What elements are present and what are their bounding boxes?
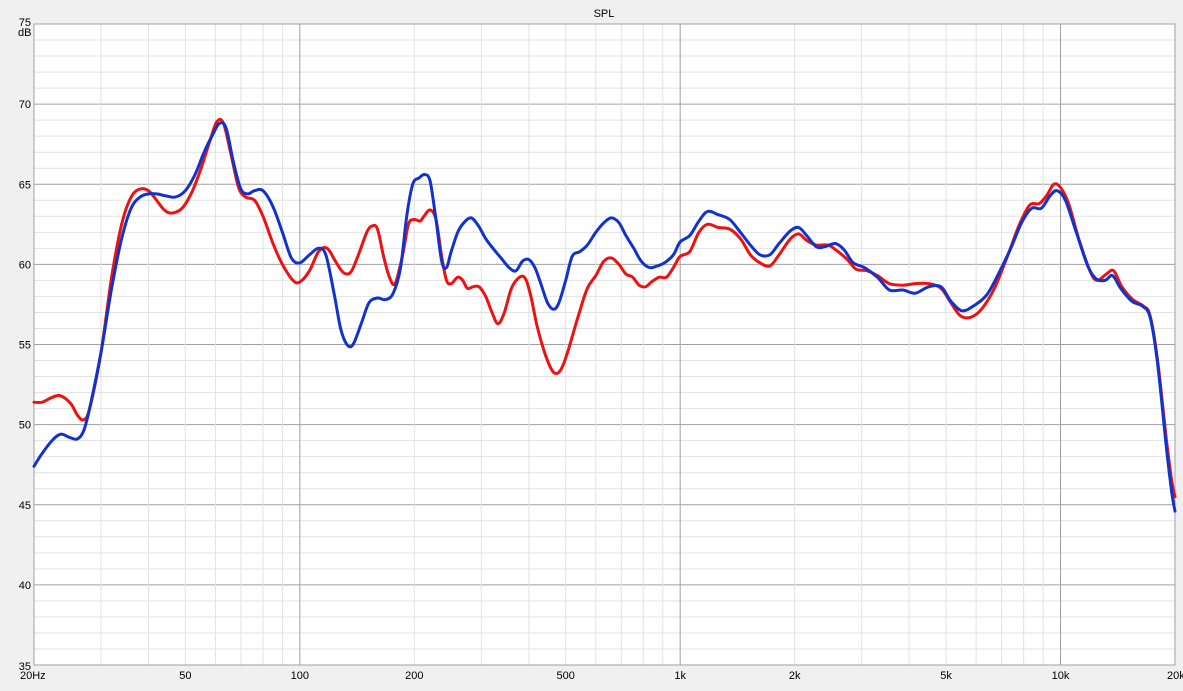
x-tick-label: 5k	[940, 670, 952, 682]
x-tick-label: 1k	[674, 670, 686, 682]
x-tick-labels: 20Hz 50 100 200 500 1k 2k 5k 10k 20k	[20, 670, 1183, 682]
grid-lines	[34, 24, 1175, 665]
x-tick-label: 10k	[1052, 670, 1070, 682]
series-lines	[32, 117, 1177, 513]
chart-title: SPL	[594, 8, 615, 20]
x-tick-label: 2k	[789, 670, 801, 682]
y-tick-label: 40	[19, 580, 31, 592]
x-tick-label: 100	[291, 670, 309, 682]
y-axis-unit-label: dB	[18, 27, 31, 39]
y-tick-label: 55	[19, 340, 31, 352]
y-tick-label: 50	[19, 420, 31, 432]
y-tick-label: 70	[19, 99, 31, 111]
y-tick-labels: 35 40 45 50 55 60 65 70 75	[19, 17, 31, 673]
y-tick-label: 35	[19, 661, 31, 673]
y-tick-label: 75	[19, 17, 31, 29]
series-line-2	[32, 121, 1177, 513]
y-tick-label: 60	[19, 259, 31, 271]
x-tick-label: 20k	[1167, 670, 1183, 682]
x-tick-label: 50	[179, 670, 191, 682]
y-tick-label: 65	[19, 179, 31, 191]
x-tick-label: 500	[557, 670, 575, 682]
x-tick-label: 20Hz	[20, 670, 46, 682]
x-tick-label: 200	[405, 670, 423, 682]
plot-border	[33, 23, 1176, 666]
y-tick-label: 45	[19, 500, 31, 512]
